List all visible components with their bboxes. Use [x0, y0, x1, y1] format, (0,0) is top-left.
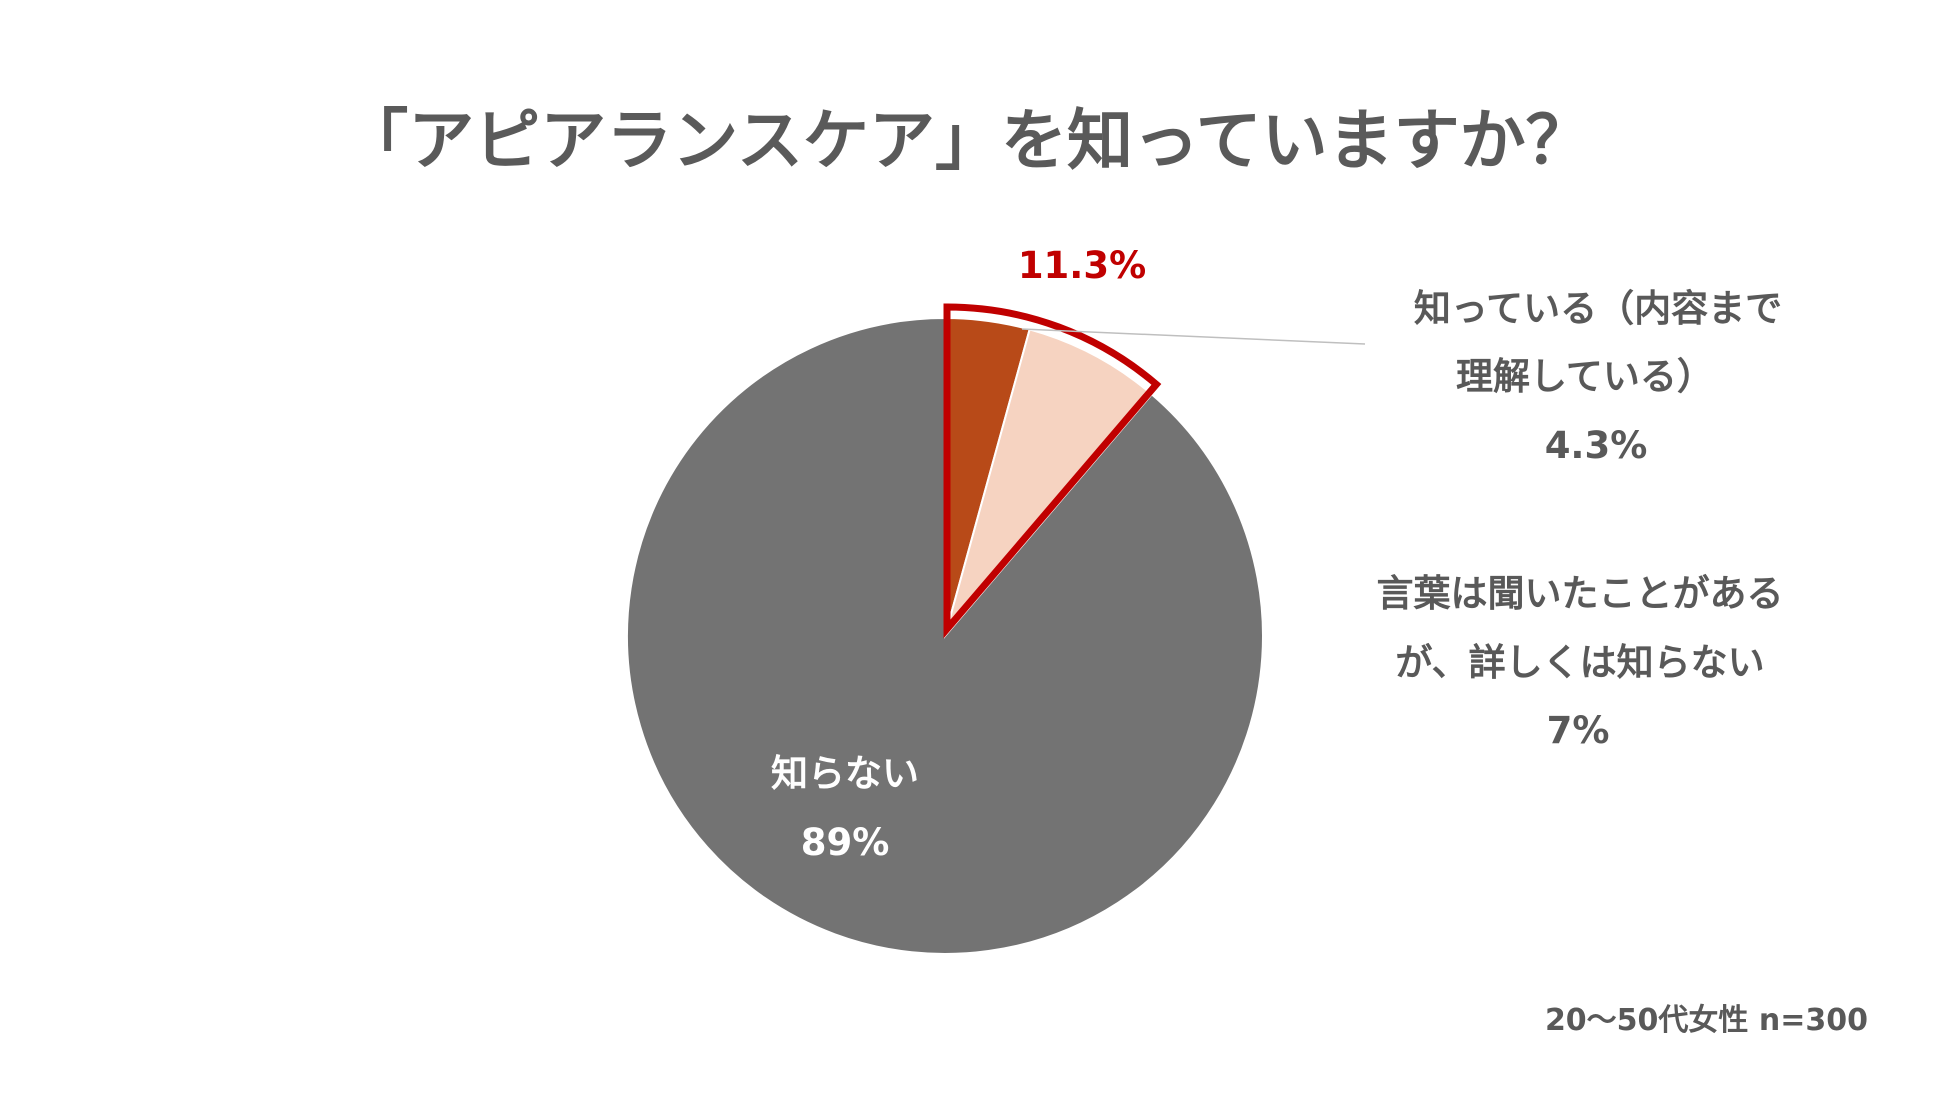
highlight-layer [943, 303, 1162, 639]
highlight-outline [943, 303, 1162, 639]
slice-value-aware: 4.3% [1545, 424, 1648, 467]
highlight-total-label: 11.3% [1018, 244, 1146, 287]
slice-value-unaware: 89% [801, 821, 890, 864]
leader-line [1021, 328, 1366, 345]
slice-label-unaware: 知らない [771, 752, 919, 795]
slice-label-aware-line1: 知っている（内容まで [1414, 287, 1782, 330]
slice-value-heard: 7% [1547, 709, 1610, 752]
slice-label-aware-line2: 理解している） [1456, 355, 1714, 398]
footnote: 20～50代女性 n=300 [1545, 1003, 1868, 1038]
slice-label-heard-line2: が、詳しくは知らない [1395, 641, 1764, 684]
chart-title: 「アピアランスケア」を知っていますか？ [342, 102, 1591, 179]
slice-label-heard-line1: 言葉は聞いたことがある [1377, 572, 1784, 615]
